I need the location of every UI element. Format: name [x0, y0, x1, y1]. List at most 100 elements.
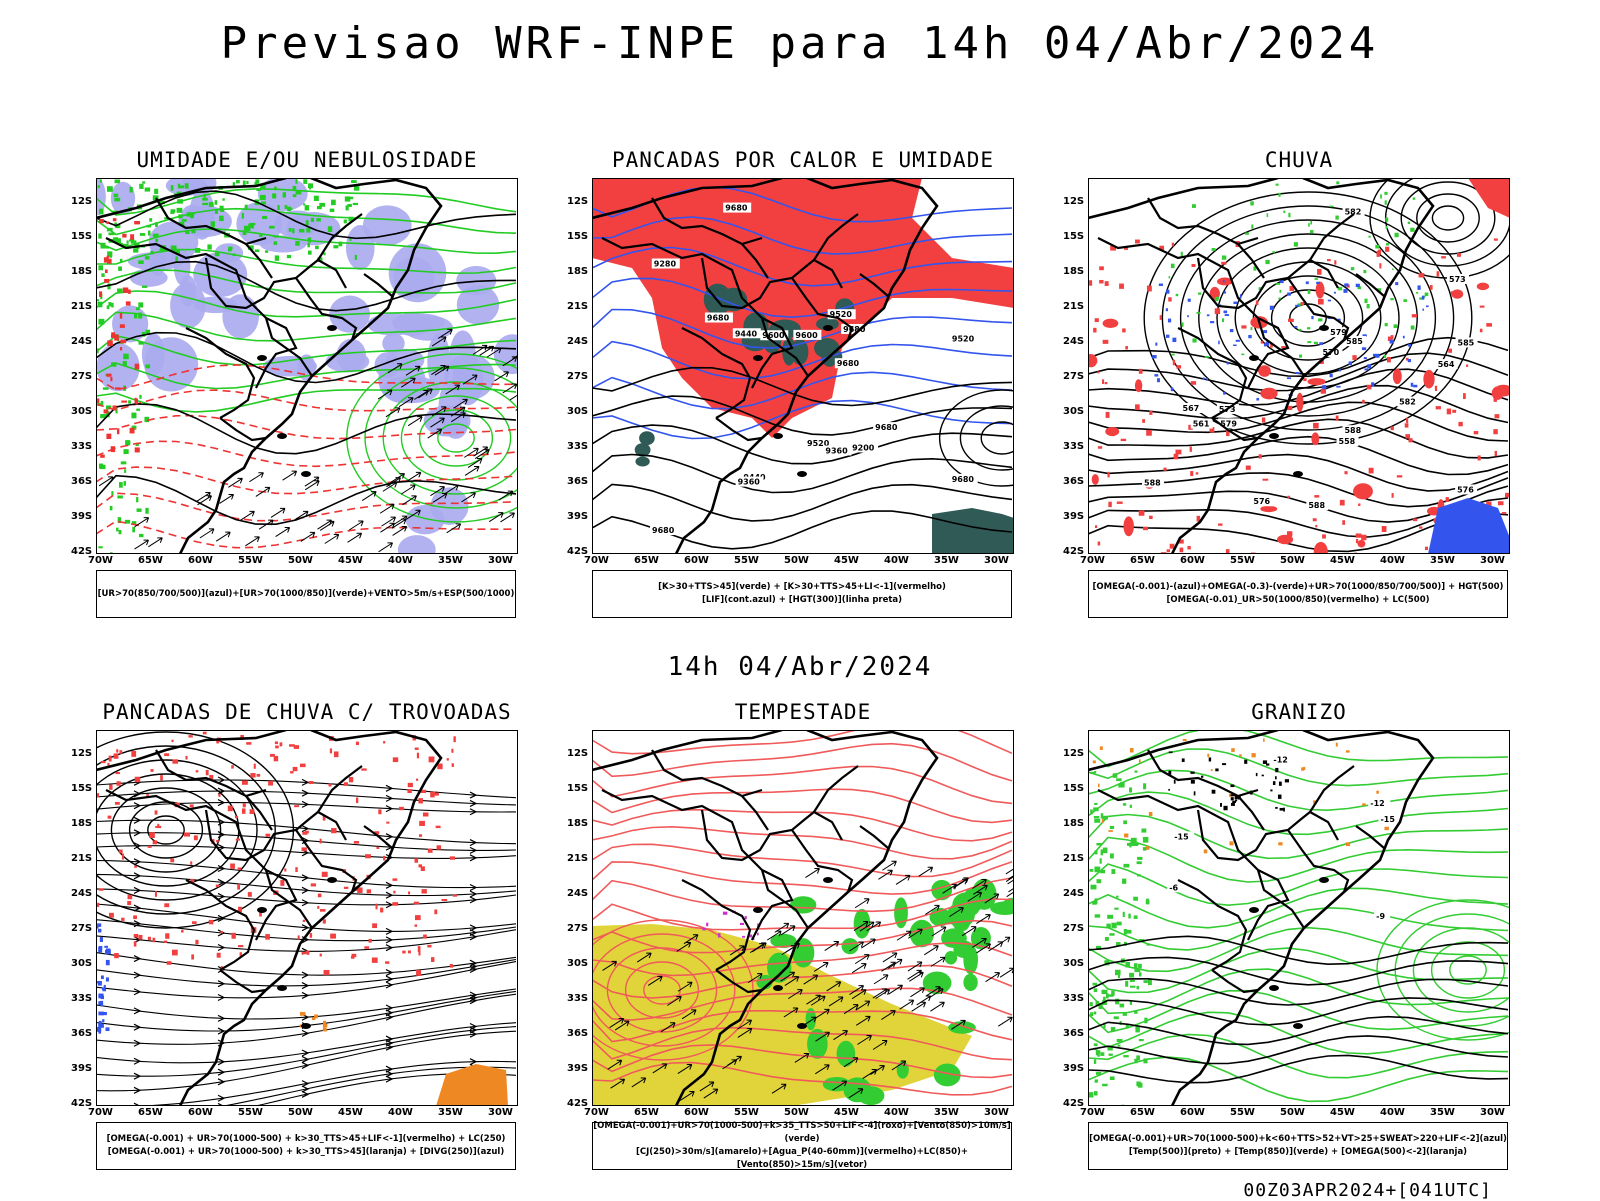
- wind-vector: [973, 884, 988, 895]
- wind-vector: [498, 490, 514, 501]
- precip-speck: [305, 220, 309, 226]
- precip-speck: [260, 184, 266, 190]
- precip-speck: [1355, 533, 1362, 538]
- longitude-label: 35W: [1430, 555, 1455, 566]
- precip-speck: [1114, 907, 1119, 910]
- country-border: [760, 869, 809, 929]
- shaded-region: [436, 1064, 508, 1106]
- isoline: [1088, 977, 1509, 1006]
- precip-speck: [316, 218, 321, 222]
- precip-speck: [319, 909, 326, 912]
- latitude-label: 27S: [1063, 923, 1085, 934]
- wind-vector: [348, 520, 364, 531]
- precip-speck: [131, 750, 137, 757]
- precip-speck: [1385, 217, 1389, 222]
- precip-speck: [1272, 251, 1275, 254]
- wind-vector: [437, 328, 453, 339]
- contour-label: -12: [1273, 755, 1287, 764]
- longitude-label: 60W: [684, 1107, 709, 1118]
- wind-vector: [652, 1063, 668, 1074]
- precip-speck: [1441, 256, 1446, 259]
- precip-speck: [246, 180, 249, 185]
- precip-speck: [1303, 378, 1307, 382]
- streamline: [96, 779, 517, 799]
- precip-speck: [1275, 806, 1278, 809]
- shaded-region: [1494, 384, 1510, 397]
- precip-speck: [129, 239, 135, 242]
- precip-speck: [1099, 746, 1103, 750]
- precip-speck: [114, 197, 121, 202]
- precip-speck: [1446, 408, 1452, 415]
- latitude-label: 39S: [71, 1063, 93, 1074]
- streamline-arrow: [133, 858, 142, 866]
- country-border: [859, 273, 889, 297]
- forecast-run-stamp: 00Z03APR2024+[041UTC]: [1243, 1180, 1492, 1201]
- isoline: [96, 414, 517, 440]
- contour-label: 588: [1144, 478, 1161, 487]
- precip-speck: [1384, 826, 1389, 831]
- precip-speck: [1154, 374, 1159, 377]
- isoline: [1088, 1033, 1509, 1079]
- longitude-label: 65W: [138, 555, 163, 566]
- precip-speck: [1114, 969, 1121, 976]
- precip-speck: [1229, 329, 1234, 333]
- country-border: [1237, 795, 1265, 831]
- precip-speck: [315, 245, 319, 250]
- precip-speck: [232, 253, 236, 256]
- precip-speck: [259, 912, 262, 917]
- longitude-label: 55W: [238, 1107, 263, 1118]
- precip-speck: [1303, 766, 1306, 771]
- country-border: [1211, 417, 1259, 442]
- precip-speck: [1218, 340, 1220, 345]
- precip-speck: [1103, 996, 1106, 1002]
- wind-vector: [378, 542, 393, 553]
- wind-vector: [512, 354, 518, 360]
- country-border: [317, 765, 363, 813]
- streamline-arrow: [301, 789, 310, 797]
- precip-speck: [98, 546, 103, 549]
- latitude-label: 30S: [567, 958, 589, 969]
- precip-speck: [1094, 914, 1101, 918]
- precip-speck: [165, 933, 170, 939]
- streamline: [96, 1030, 517, 1092]
- wind-vector: [473, 446, 489, 457]
- precip-speck: [1196, 311, 1201, 314]
- shaded-region: [423, 405, 471, 437]
- wind-vector: [918, 866, 934, 877]
- wind-vector: [443, 484, 459, 495]
- contour-label-bg: [760, 330, 789, 341]
- precip-speck: [430, 791, 435, 798]
- streamline: [96, 790, 517, 806]
- precip-speck: [135, 398, 138, 405]
- wind-vector: [636, 952, 652, 963]
- wind-vector: [771, 1083, 787, 1094]
- precip-speck: [117, 288, 123, 293]
- longitude-label: 40W: [1380, 1107, 1405, 1118]
- precip-speck: [1095, 945, 1102, 951]
- precip-speck: [284, 868, 287, 872]
- isoline: [96, 290, 517, 318]
- contour-label: 585: [1346, 337, 1363, 346]
- streamline-arrow: [133, 790, 142, 798]
- precip-speck: [1266, 213, 1269, 217]
- precip-speck: [105, 411, 110, 418]
- wind-vector: [667, 995, 682, 1006]
- precip-speck: [1107, 471, 1110, 478]
- precip-speck: [1149, 515, 1153, 520]
- wind-vector: [873, 974, 889, 985]
- precip-speck: [254, 249, 260, 253]
- precip-speck: [1187, 315, 1189, 318]
- precip-speck: [374, 831, 380, 835]
- latitude-label: 18S: [567, 266, 589, 277]
- latitude-label: 15S: [1063, 231, 1085, 242]
- wind-vector: [270, 507, 286, 518]
- precip-speck: [1306, 327, 1311, 330]
- longitude-label: 70W: [1080, 1107, 1105, 1118]
- precip-speck: [1417, 285, 1421, 290]
- precip-speck: [1129, 972, 1135, 978]
- precip-speck: [1125, 346, 1128, 350]
- precip-speck: [292, 766, 298, 772]
- precip-speck: [1402, 335, 1405, 339]
- precip-speck: [1145, 900, 1150, 905]
- precip-speck: [1122, 1013, 1128, 1016]
